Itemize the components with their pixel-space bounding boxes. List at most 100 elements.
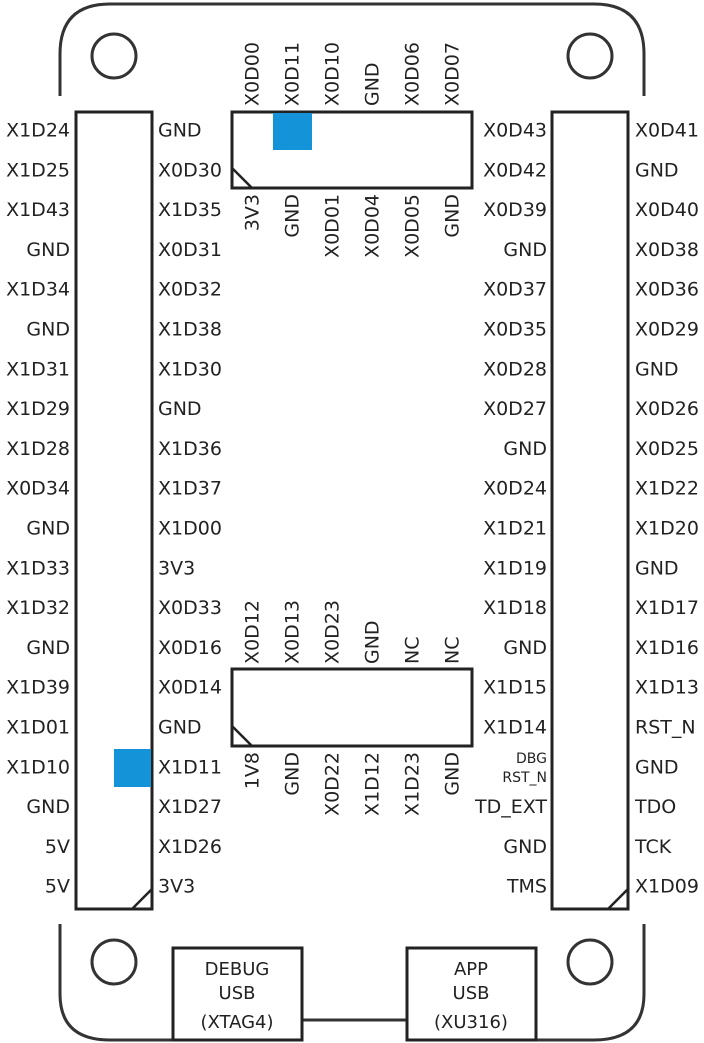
app-usb-label-1: APP [454, 959, 488, 980]
top-header-bottom-pin-label-6: GND [442, 194, 464, 238]
right-outer-pin-label-11: X1D20 [635, 518, 699, 540]
left-inner-pin-label-16: GND [158, 717, 202, 739]
top-header-bottom-pin-label-3: X0D01 [322, 194, 344, 258]
left-header-pin-marker [114, 749, 151, 787]
right-inner-pin-label-17-b: RST_N [502, 770, 547, 786]
board-outline-top [58, 2, 646, 96]
left-outer-pin-label-13: X1D32 [6, 597, 70, 619]
middle-header-top-pin-label-6: NC [442, 637, 464, 664]
right-inner-pin-label-3: X0D39 [483, 199, 547, 221]
middle-header-pin1-notch [231, 725, 253, 747]
left-outer-pin-label-8: X1D29 [6, 398, 70, 420]
right-header-inner-labels: X0D43 X0D42 X0D39 GND X0D37 X0D35 X0D28 X0D27 GN… [474, 120, 547, 898]
left-inner-pin-label-17: X1D11 [158, 756, 222, 778]
left-header: X1D24 X1D25 X1D43 GND X1D34 GND X1D31 X1D29 X1D2… [6, 110, 222, 911]
right-inner-pin-label-8: X0D27 [483, 398, 547, 420]
middle-header-bottom-pin-label-3: X0D22 [322, 752, 344, 816]
right-inner-pin-label-4: GND [503, 239, 547, 261]
top-header-top-pin-label-3: X0D10 [322, 42, 344, 106]
left-outer-pin-label-15: X1D39 [6, 677, 70, 699]
debug-usb-label-2: USB [219, 983, 256, 1004]
left-outer-pin-label-12: X1D33 [6, 557, 70, 579]
top-header-body [230, 110, 474, 190]
right-outer-pin-label-8: X0D26 [635, 398, 699, 420]
right-inner-pin-label-17-a: DBG [516, 751, 547, 767]
right-inner-pin-label-5: X0D37 [483, 279, 547, 301]
left-header-pin1-notch [131, 888, 153, 910]
right-inner-pin-label-20: TMS [506, 876, 547, 898]
board-outline-bottom [58, 924, 646, 1042]
left-inner-pin-label-10: X1D37 [158, 478, 222, 500]
right-inner-pin-label-12: X1D19 [483, 557, 547, 579]
right-outer-pin-label-6: X0D29 [635, 319, 699, 341]
app-usb-connector [405, 946, 538, 1042]
left-header-outer-labels: X1D24 X1D25 X1D43 GND X1D34 GND X1D31 X1D29 X1D2… [6, 120, 70, 898]
debug-usb-port: DEBUG USB (XTAG4) [171, 946, 304, 1042]
top-header: X0D00 X0D11 X0D10 GND X0D06 X0D07 3V3 GND X0D01… [230, 42, 474, 258]
middle-header-top-labels: X0D12 X0D13 X0D23 GND NC NC [242, 600, 464, 664]
debug-usb-connector [171, 946, 304, 1042]
left-header-inner-labels: GND X0D30 X1D35 X0D31 X0D32 X1D38 X1D30 GND X1D3… [158, 120, 222, 898]
left-outer-pin-label-16: X1D01 [6, 717, 70, 739]
left-inner-pin-label-18: X1D27 [158, 796, 222, 818]
left-outer-pin-label-14: GND [26, 637, 70, 659]
top-header-bottom-labels: 3V3 GND X0D01 X0D04 X0D05 GND [242, 194, 464, 258]
right-outer-pin-label-2: GND [635, 159, 679, 181]
left-outer-pin-label-7: X1D31 [6, 358, 70, 380]
mounting-hole-top-left [90, 32, 138, 80]
middle-header-bottom-pin-label-6: GND [442, 752, 464, 796]
left-outer-pin-label-9: X1D28 [6, 438, 70, 460]
top-header-bottom-pin-label-1: 3V3 [242, 194, 264, 231]
right-outer-pin-label-9: X0D25 [635, 438, 699, 460]
left-inner-pin-label-11: X1D00 [158, 518, 222, 540]
left-inner-pin-label-8: GND [158, 398, 202, 420]
middle-header-bottom-pin-label-5: X1D23 [402, 752, 424, 816]
left-inner-pin-label-5: X0D32 [158, 279, 222, 301]
right-outer-pin-label-3: X0D40 [635, 199, 699, 221]
app-usb-port: APP USB (XU316) [405, 946, 538, 1042]
left-outer-pin-label-5: X1D34 [6, 279, 70, 301]
right-header-body [550, 110, 630, 911]
right-outer-pin-label-1: X0D41 [635, 120, 699, 142]
right-outer-pin-label-10: X1D22 [635, 478, 699, 500]
left-outer-pin-label-1: X1D24 [6, 120, 70, 142]
right-outer-pin-label-7: GND [635, 358, 679, 380]
left-outer-pin-label-6: GND [26, 319, 70, 341]
right-outer-pin-label-18: TDO [634, 796, 676, 818]
right-inner-pin-label-1: X0D43 [483, 120, 547, 142]
top-header-top-labels: X0D00 X0D11 X0D10 GND X0D06 X0D07 [242, 42, 464, 106]
top-header-top-pin-label-4: GND [362, 62, 384, 106]
middle-header-bottom-pin-label-4: X1D12 [362, 752, 384, 816]
app-usb-label-3: (XU316) [434, 1012, 508, 1033]
top-header-top-pin-label-2: X0D11 [282, 42, 304, 106]
right-inner-pin-label-15: X1D15 [483, 677, 547, 699]
left-outer-pin-label-17: X1D10 [6, 756, 70, 778]
middle-header-body [230, 667, 474, 748]
middle-header-bottom-pin-label-1: 1V8 [242, 752, 264, 789]
mounting-hole-bottom-left [90, 938, 138, 986]
left-outer-pin-label-10: X0D34 [6, 478, 70, 500]
right-header-pin1-notch [607, 888, 629, 910]
top-header-pin1-notch [231, 167, 253, 189]
right-inner-pin-label-9: GND [503, 438, 547, 460]
middle-header: X0D12 X0D13 X0D23 GND NC NC 1V8 GND X0D22 X1D12 X… [230, 600, 474, 816]
top-header-top-pin-label-5: X0D06 [402, 42, 424, 106]
right-inner-pin-label-19: GND [503, 836, 547, 858]
right-inner-pin-label-10: X0D24 [483, 478, 547, 500]
left-inner-pin-label-13: X0D33 [158, 597, 222, 619]
top-header-bottom-pin-label-2: GND [282, 194, 304, 238]
left-header-body [74, 110, 154, 911]
app-usb-label-2: USB [453, 983, 490, 1004]
right-inner-pin-label-14: GND [503, 637, 547, 659]
middle-header-bottom-pin-label-2: GND [282, 752, 304, 796]
right-inner-pin-label-13: X1D18 [483, 597, 547, 619]
right-outer-pin-label-15: X1D13 [635, 677, 699, 699]
middle-header-top-pin-label-5: NC [402, 637, 424, 664]
left-inner-pin-label-1: GND [158, 120, 202, 142]
right-inner-pin-label-2: X0D42 [483, 159, 547, 181]
right-inner-pin-label-16: X1D14 [483, 717, 547, 739]
left-inner-pin-label-9: X1D36 [158, 438, 222, 460]
top-header-top-pin-label-6: X0D07 [442, 42, 464, 106]
mounting-hole-bottom-right [566, 938, 614, 986]
left-outer-pin-label-2: X1D25 [6, 159, 70, 181]
